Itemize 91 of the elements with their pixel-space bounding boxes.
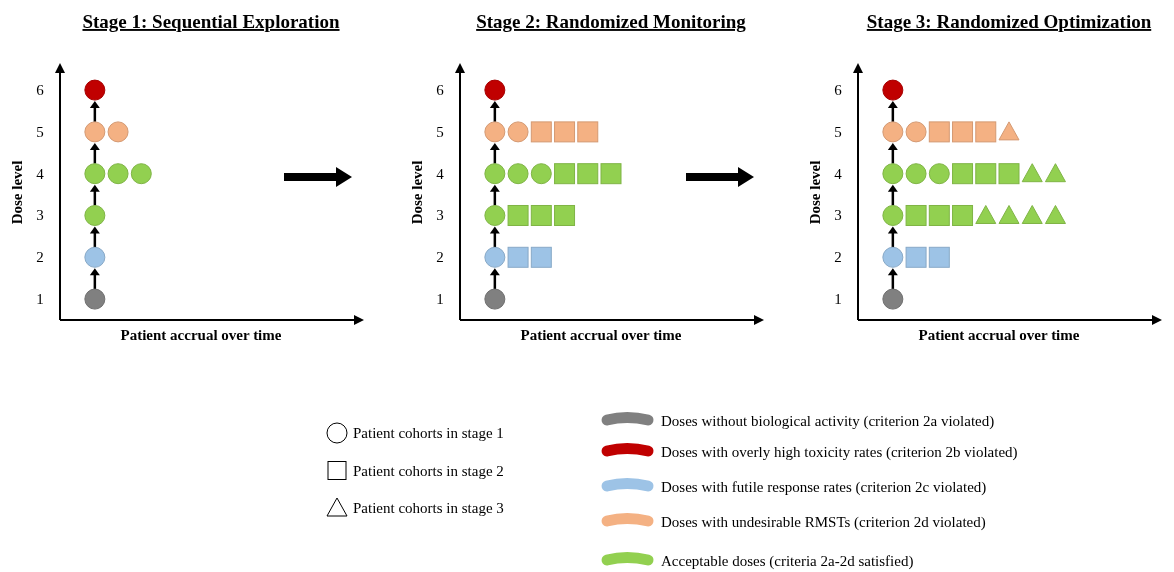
point (975, 204, 997, 224)
legend-label: Doses with overly high toxicity rates (criterion 2b violated) (661, 444, 1018, 461)
y-tick-label: 3 (36, 207, 44, 224)
point (905, 121, 927, 143)
point (107, 163, 129, 185)
point (554, 121, 576, 143)
point (84, 121, 106, 143)
point (484, 246, 506, 268)
chart-title: Stage 1: Sequential Exploration (82, 11, 340, 32)
point (905, 204, 927, 226)
point (928, 121, 950, 143)
point (952, 121, 974, 143)
point (484, 163, 506, 185)
point (928, 246, 950, 268)
y-tick-label: 2 (36, 249, 44, 266)
y-tick-label: 1 (36, 291, 44, 308)
point (882, 204, 904, 226)
legend-label: Patient cohorts in stage 3 (353, 500, 504, 516)
point (882, 246, 904, 268)
point (600, 163, 622, 185)
y-tick-label: 5 (834, 123, 842, 140)
point (975, 163, 997, 185)
y-tick-label: 1 (436, 291, 444, 308)
point (484, 79, 506, 101)
point (998, 163, 1020, 185)
point (84, 79, 106, 101)
point (107, 121, 129, 143)
legend-label: Patient cohorts in stage 2 (353, 462, 504, 479)
point (952, 163, 974, 185)
point (84, 288, 106, 310)
point (975, 121, 997, 143)
y-tick-label: 6 (436, 82, 445, 99)
legend-label: Patient cohorts in stage 1 (353, 425, 504, 441)
point (928, 163, 950, 185)
y-tick-label: 4 (436, 165, 445, 182)
legend-label: Doses without biological activity (criterion 2a violated) (661, 413, 995, 430)
point (530, 163, 552, 185)
y-tick-label: 4 (834, 165, 843, 182)
point (484, 121, 506, 143)
point (905, 163, 927, 185)
point (484, 288, 506, 310)
y-axis-title: Dose level (9, 160, 25, 225)
point (928, 204, 950, 226)
y-tick-label: 6 (834, 82, 843, 99)
point (998, 204, 1020, 224)
y-tick-label: 3 (436, 207, 444, 224)
y-tick-label: 1 (834, 291, 842, 308)
y-tick-label: 5 (436, 123, 444, 140)
point (577, 121, 599, 143)
point (1021, 163, 1043, 183)
legend-label: Acceptable doses (criteria 2a-2d satisfied) (661, 553, 914, 570)
point (882, 121, 904, 143)
legend-label: Doses with futile response rates (criterion 2c violated) (661, 479, 987, 496)
legend-label: Doses with undesirable RMSTs (criterion 2d violated) (661, 514, 986, 531)
point (1021, 204, 1043, 224)
point (1044, 204, 1066, 224)
point (84, 246, 106, 268)
point (507, 121, 529, 143)
point (507, 204, 529, 226)
point (905, 246, 927, 268)
y-axis-title: Dose level (807, 160, 823, 225)
point (84, 163, 106, 185)
y-tick-label: 4 (36, 165, 45, 182)
point (882, 288, 904, 310)
x-axis-title: Patient accrual over time (520, 327, 682, 343)
chart-title: Stage 3: Randomized Optimization (866, 11, 1152, 32)
point (530, 204, 552, 226)
point (554, 204, 576, 226)
point (84, 204, 106, 226)
point (507, 246, 529, 268)
point (577, 163, 599, 185)
point (1044, 163, 1066, 183)
point (130, 163, 152, 185)
y-tick-label: 5 (36, 123, 44, 140)
point (530, 246, 552, 268)
chart-title: Stage 2: Randomized Monitoring (476, 11, 747, 32)
point (882, 163, 904, 185)
point (507, 163, 529, 185)
y-axis-title: Dose level (409, 160, 425, 225)
y-tick-label: 2 (834, 249, 842, 266)
x-axis-title: Patient accrual over time (918, 327, 1080, 343)
x-axis-title: Patient accrual over time (120, 327, 282, 343)
point (952, 204, 974, 226)
y-tick-label: 6 (36, 82, 45, 99)
point (554, 163, 576, 185)
point (530, 121, 552, 143)
y-tick-label: 2 (436, 249, 444, 266)
point (882, 79, 904, 101)
point (484, 204, 506, 226)
y-tick-label: 3 (834, 207, 842, 224)
point (998, 121, 1020, 141)
